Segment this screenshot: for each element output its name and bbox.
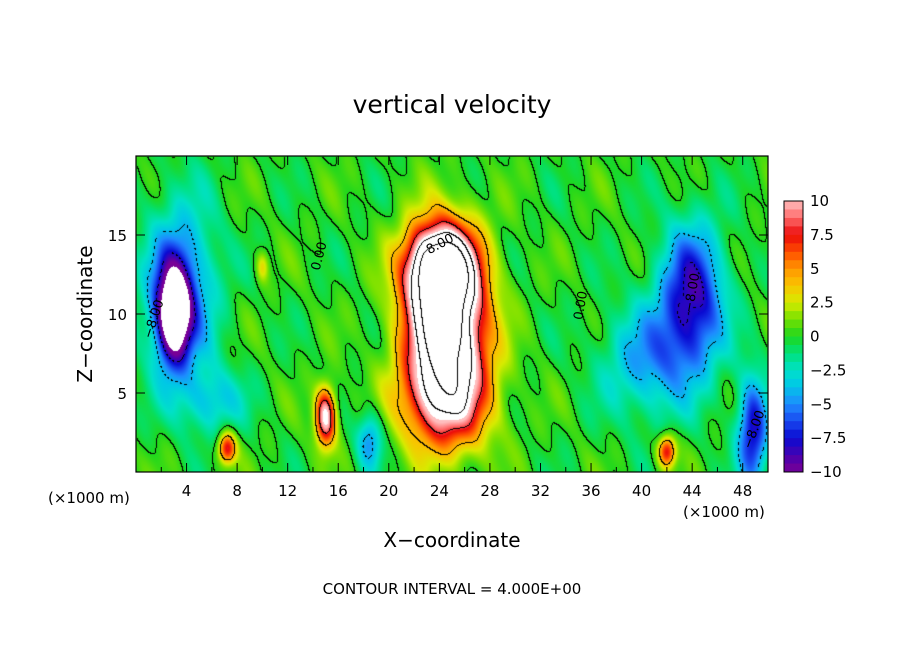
colorbar-swatch xyxy=(784,217,803,227)
x-axis-ticks: 4 8 12 16 20 24 28 32 36 40 44 48 xyxy=(160,156,752,500)
colorbar-swatch xyxy=(784,370,803,380)
contour-label: −8.00 xyxy=(682,272,704,314)
colorbar-swatch xyxy=(784,336,803,346)
y-axis-label: Z−coordinate xyxy=(73,245,97,382)
colorbar-swatch xyxy=(784,353,803,363)
contour-label: 0.00 xyxy=(309,240,331,272)
colorbar-swatch xyxy=(784,344,803,354)
colorbar-swatch xyxy=(784,311,803,321)
colorbar-swatch xyxy=(784,455,803,465)
y-tick-label: 15 xyxy=(108,227,127,245)
colorbar-swatch xyxy=(784,328,803,337)
colorbar-swatch xyxy=(784,446,803,456)
x-tick-label: 8 xyxy=(232,482,242,500)
colorbar: 10 7.5 5 2.5 0 −2.5 −5 −7.5 −10 xyxy=(783,192,846,481)
colorbar-swatch xyxy=(784,395,803,405)
x-tick-label: 20 xyxy=(379,482,398,500)
x-tick-label: 12 xyxy=(278,482,297,500)
colorbar-tick-label: −5 xyxy=(810,395,832,413)
x-unit-left: (×1000 m) xyxy=(48,489,130,507)
colorbar-tick-label: 7.5 xyxy=(810,226,834,244)
x-tick-label: 4 xyxy=(182,482,192,500)
colorbar-tick-label: 10 xyxy=(810,192,829,210)
colorbar-swatches xyxy=(784,201,803,473)
colorbar-ticks: 10 7.5 5 2.5 0 −2.5 −5 −7.5 −10 xyxy=(810,192,846,481)
colorbar-swatch xyxy=(784,251,803,261)
y-tick-label: 10 xyxy=(108,306,127,324)
colorbar-swatch xyxy=(784,260,803,270)
y-tick-label: 5 xyxy=(117,385,127,403)
colorbar-swatch xyxy=(784,302,803,312)
colorbar-swatch xyxy=(784,285,803,295)
x-axis-label: X−coordinate xyxy=(383,528,520,552)
colorbar-swatch xyxy=(784,209,803,219)
x-tick-label: 28 xyxy=(480,482,499,500)
x-tick-label: 36 xyxy=(581,482,600,500)
colorbar-swatch xyxy=(784,361,803,371)
colorbar-swatch xyxy=(784,387,803,397)
colorbar-swatch xyxy=(784,243,803,253)
x-tick-label: 40 xyxy=(632,482,651,500)
colorbar-tick-label: −10 xyxy=(810,463,842,481)
x-tick-label: 44 xyxy=(683,482,702,500)
x-tick-label: 48 xyxy=(733,482,752,500)
colorbar-swatch xyxy=(784,226,803,236)
colorbar-swatch xyxy=(784,277,803,287)
colorbar-tick-label: 5 xyxy=(810,260,820,278)
x-tick-label: 24 xyxy=(430,482,449,500)
colorbar-swatch xyxy=(784,319,803,329)
colorbar-tick-label: −7.5 xyxy=(810,429,846,447)
chart-title: vertical velocity xyxy=(353,90,552,119)
plot-area: 8.000.000.00−8.00−8.00−8.00 xyxy=(135,155,769,473)
colorbar-swatch xyxy=(784,234,803,244)
colorbar-swatch xyxy=(784,294,803,304)
contour-interval-footer: CONTOUR INTERVAL = 4.000E+00 xyxy=(323,580,582,598)
colorbar-swatch xyxy=(784,268,803,278)
colorbar-swatch xyxy=(784,412,803,422)
colorbar-swatch xyxy=(784,404,803,414)
colorbar-tick-label: 0 xyxy=(810,328,820,346)
colorbar-swatch xyxy=(784,463,803,473)
colorbar-swatch xyxy=(784,438,803,448)
colorbar-tick-label: 2.5 xyxy=(810,294,834,312)
colorbar-frame xyxy=(783,200,804,473)
heatmap-field xyxy=(136,156,768,472)
colorbar-tick-label: −2.5 xyxy=(810,361,846,379)
colorbar-swatch xyxy=(784,421,803,431)
colorbar-swatch xyxy=(784,429,803,439)
colorbar-swatch xyxy=(784,378,803,388)
x-tick-label: 32 xyxy=(531,482,550,500)
y-axis-ticks: 5 10 15 xyxy=(108,227,768,403)
colorbar-swatch xyxy=(784,201,803,210)
x-unit-right: (×1000 m) xyxy=(683,503,765,521)
x-tick-label: 16 xyxy=(329,482,348,500)
contour-label: 0.00 xyxy=(571,290,591,321)
